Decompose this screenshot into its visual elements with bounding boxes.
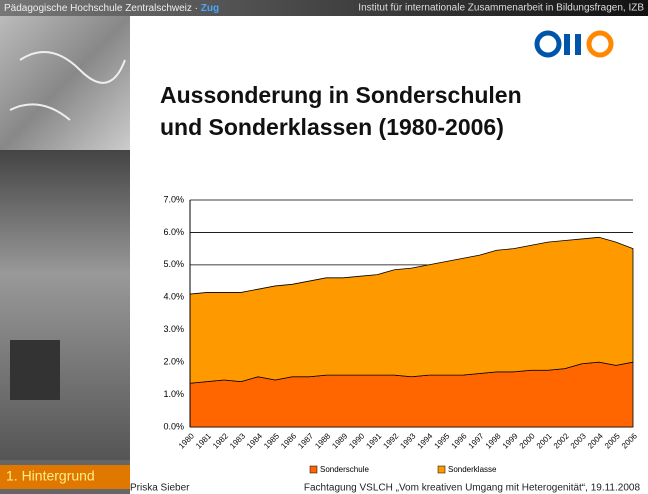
header-bar bbox=[0, 0, 648, 16]
y-tick-label: 2.0% bbox=[163, 357, 184, 367]
logo-part bbox=[586, 30, 614, 58]
header-right: Institut für internationale Zusammenarbe… bbox=[358, 3, 644, 14]
x-tick-label: 1988 bbox=[313, 431, 332, 450]
x-tick-label: 2004 bbox=[586, 431, 605, 450]
x-tick-label: 1998 bbox=[484, 431, 503, 450]
photo-detail bbox=[10, 340, 60, 400]
x-tick-label: 1994 bbox=[415, 431, 434, 450]
x-tick-label: 1986 bbox=[279, 431, 298, 450]
x-tick-label: 1983 bbox=[228, 431, 247, 450]
logo bbox=[534, 30, 614, 58]
x-tick-label: 1996 bbox=[450, 431, 469, 450]
y-tick-label: 6.0% bbox=[163, 227, 184, 237]
header-left: Pädagogische Hochschule Zentralschweiz ·… bbox=[4, 3, 219, 14]
x-tick-label: 1995 bbox=[433, 431, 452, 450]
y-tick-label: 5.0% bbox=[163, 259, 184, 269]
x-tick-label: 1993 bbox=[398, 431, 417, 450]
x-tick-label: 1999 bbox=[501, 431, 520, 450]
x-tick-label: 1991 bbox=[364, 431, 383, 450]
chart-title: Aussonderung in Sonderschulen bbox=[160, 82, 522, 108]
x-tick-label: 2006 bbox=[620, 431, 639, 450]
y-tick-label: 4.0% bbox=[163, 292, 184, 302]
section-box bbox=[0, 465, 130, 489]
x-tick-label: 1987 bbox=[296, 431, 315, 450]
y-tick-label: 0.0% bbox=[163, 421, 184, 431]
y-tick-label: 1.0% bbox=[163, 389, 184, 399]
x-tick-label: 1981 bbox=[194, 431, 213, 450]
footer-event: Fachtagung VSLCH „Vom kreativen Umgang m… bbox=[304, 483, 641, 494]
x-tick-label: 2001 bbox=[535, 431, 554, 450]
y-tick-label: 7.0% bbox=[163, 194, 184, 204]
x-tick-label: 2005 bbox=[603, 431, 622, 450]
logo-part bbox=[575, 34, 581, 55]
x-tick-label: 1992 bbox=[381, 431, 400, 450]
x-tick-label: 1985 bbox=[262, 431, 281, 450]
photo-map bbox=[0, 16, 130, 150]
chart-title: und Sonderklassen (1980-2006) bbox=[160, 114, 504, 140]
photo-hall bbox=[0, 150, 130, 460]
x-tick-label: 2000 bbox=[518, 431, 537, 450]
legend-label: Sonderschule bbox=[320, 465, 369, 474]
photo-detail bbox=[9, 51, 126, 121]
y-tick-label: 3.0% bbox=[163, 324, 184, 334]
x-tick-label: 2003 bbox=[569, 431, 588, 450]
x-tick-label: 1980 bbox=[177, 431, 196, 450]
legend-swatch bbox=[309, 465, 318, 474]
logo-part bbox=[564, 34, 570, 55]
x-tick-label: 1989 bbox=[330, 431, 349, 450]
area bbox=[189, 236, 634, 384]
x-tick-label: 2002 bbox=[552, 431, 571, 450]
x-tick-label: 1982 bbox=[211, 431, 230, 450]
x-tick-label: 1990 bbox=[347, 431, 366, 450]
logo-part bbox=[534, 30, 562, 58]
x-tick-label: 1997 bbox=[467, 431, 486, 450]
footer-author: Priska Sieber bbox=[130, 483, 190, 494]
legend-label: Sonderklasse bbox=[448, 465, 497, 474]
legend-swatch bbox=[437, 465, 446, 474]
x-tick-label: 1984 bbox=[245, 431, 264, 450]
section-label: 1. Hintergrund bbox=[6, 468, 95, 484]
